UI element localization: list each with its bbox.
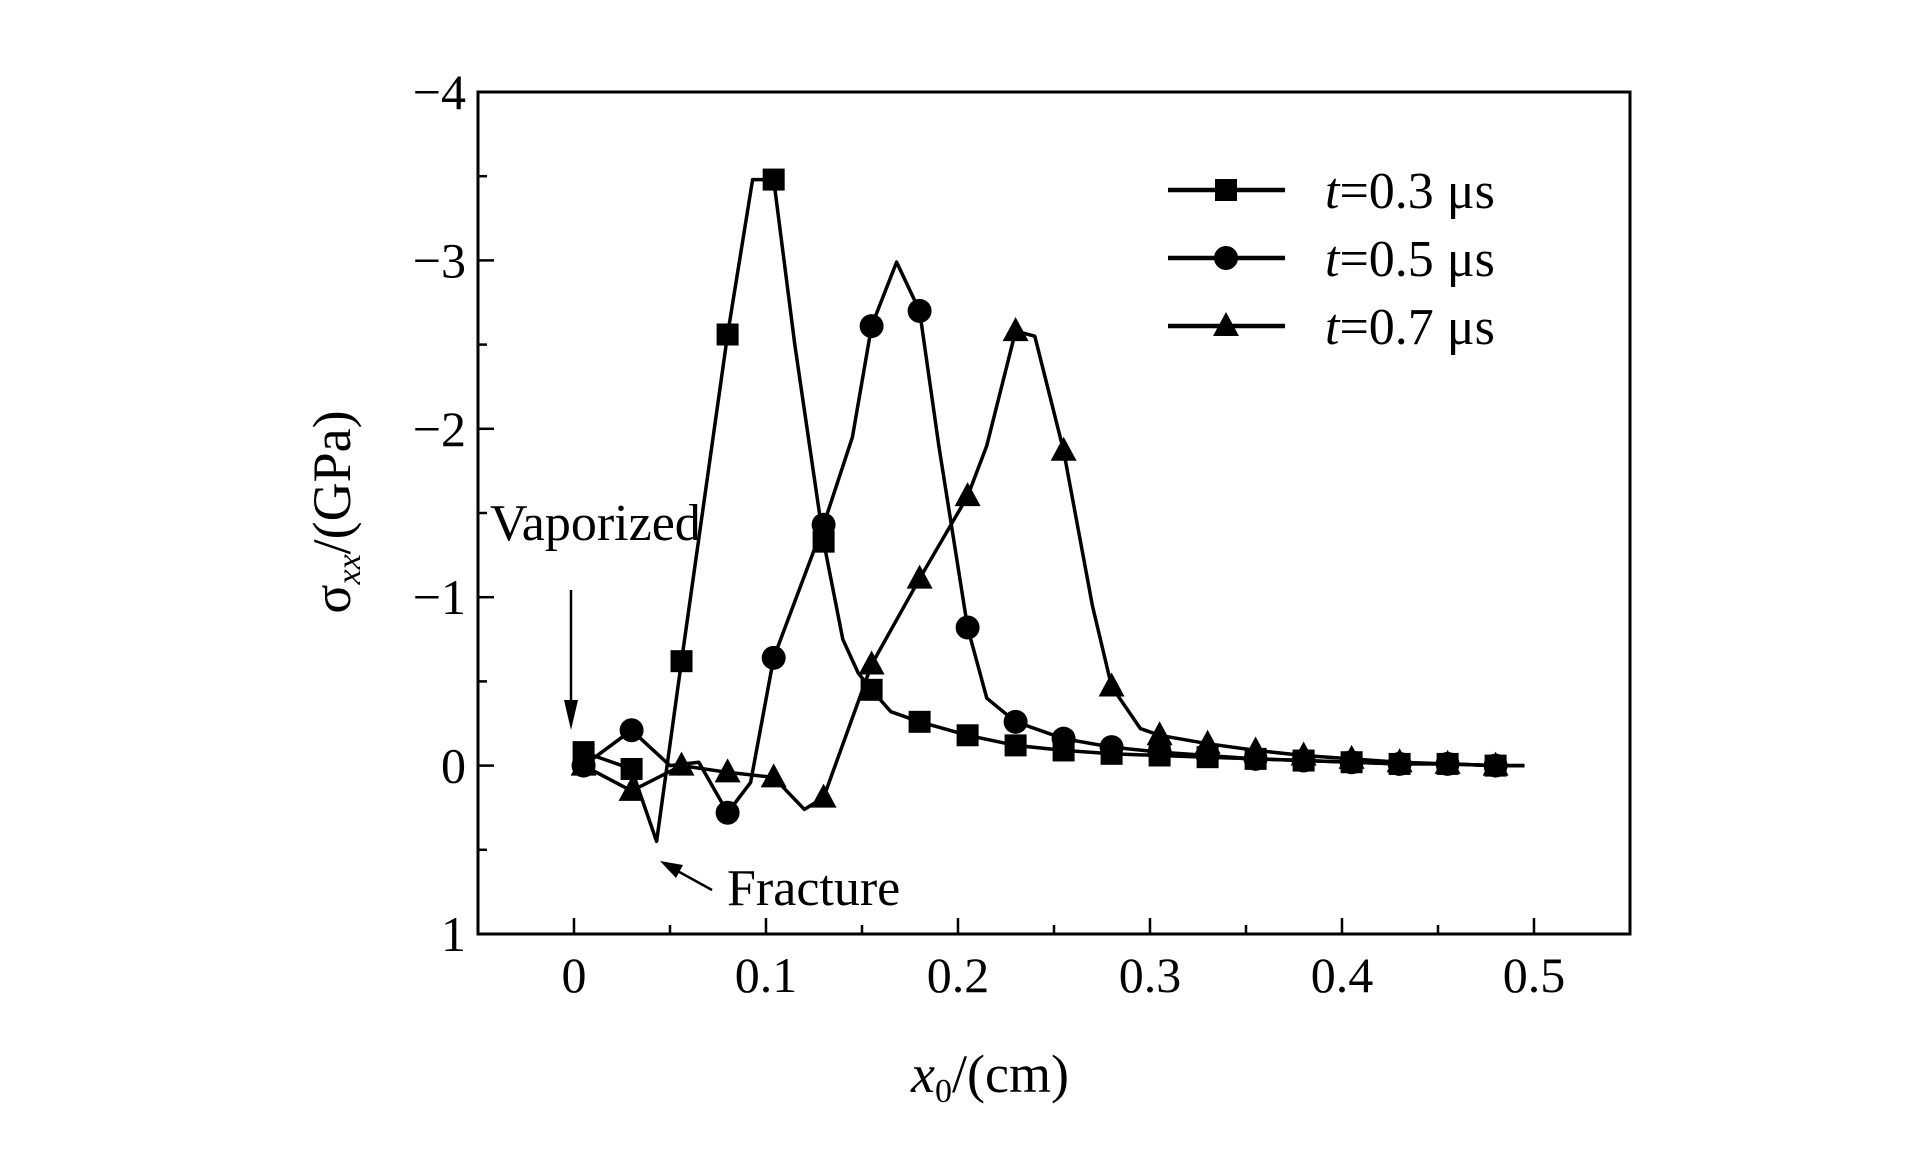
data-point-circle	[1003, 709, 1028, 734]
x-tick-label: 0.2	[927, 947, 990, 1003]
data-point-triangle	[618, 776, 645, 801]
data-point-triangle	[1338, 744, 1365, 769]
data-point-square	[1004, 734, 1027, 757]
annotations: Vaporized Fracture	[490, 495, 900, 917]
data-point-circle	[1147, 740, 1172, 765]
data-point-circle	[859, 314, 884, 339]
y-axis-label: σxx/(GPa)	[302, 410, 368, 613]
data-point-triangle	[1482, 751, 1509, 776]
x-tick-label: 0.1	[735, 947, 798, 1003]
y-tick-label: −4	[413, 64, 466, 120]
legend-label: t=0.7 μs	[1325, 299, 1495, 356]
y-tick-label: −1	[413, 569, 466, 625]
y-axis-label-unit: /(GPa)	[302, 410, 362, 554]
x-axis-label: x0/(cm)	[910, 1044, 1069, 1110]
data-point-triangle	[1146, 721, 1173, 746]
data-point-triangle	[954, 482, 981, 507]
data-point-triangle	[906, 564, 933, 589]
data-point-circle	[761, 645, 786, 670]
fracture-arrowhead	[660, 861, 683, 878]
data-point-triangle	[714, 758, 741, 783]
data-point-square	[956, 724, 979, 747]
y-tick-label: −3	[413, 232, 466, 288]
data-point-circle	[955, 615, 980, 640]
data-point-triangle	[570, 751, 597, 776]
data-point-square	[670, 650, 693, 673]
x-tick-label: 0.5	[1503, 947, 1566, 1003]
legend-marker-triangle	[1213, 312, 1239, 336]
data-point-triangle	[668, 751, 695, 776]
ticks	[478, 90, 1536, 936]
data-point-circle	[907, 298, 932, 323]
y-tick-label: 1	[441, 906, 466, 962]
data-point-circle	[619, 718, 644, 743]
data-point-square	[762, 168, 785, 191]
data-point-circle	[715, 800, 740, 825]
data-point-triangle	[810, 783, 837, 808]
data-point-triangle	[1242, 736, 1269, 761]
data-point-circle	[1099, 735, 1124, 760]
legend-label: t=0.3 μs	[1325, 163, 1495, 220]
x-tick-label: 0.4	[1311, 947, 1374, 1003]
data-point-triangle	[1050, 436, 1077, 461]
tick-labels: 0 0.1 0.2 0.3 0.4 0.5 −4 −3 −2 −1 0 1	[413, 64, 1565, 1003]
data-point-triangle	[760, 763, 787, 788]
x-axis-label-unit: /(cm)	[952, 1044, 1069, 1104]
vaporized-arrowhead	[564, 700, 578, 730]
y-axis-label-sub: xx	[331, 554, 368, 585]
data-point-triangle	[1434, 749, 1461, 774]
data-point-triangle	[858, 650, 885, 675]
x-tick-label: 0	[562, 947, 587, 1003]
data-point-square	[620, 757, 643, 780]
data-point-circle	[811, 512, 836, 537]
data-point-square	[908, 710, 931, 733]
data-point-triangle	[1290, 741, 1317, 766]
annotation-vaporized: Vaporized	[490, 495, 701, 552]
data-point-square	[860, 678, 883, 701]
data-point-circle	[1051, 726, 1076, 751]
x-tick-label: 0.3	[1119, 947, 1182, 1003]
series-markers	[570, 168, 1509, 825]
data-point-triangle	[1002, 317, 1029, 342]
data-point-square	[812, 530, 835, 553]
x-axis-label-main: x	[910, 1044, 935, 1104]
legend-marker-circle	[1214, 246, 1238, 270]
data-point-triangle	[1098, 672, 1125, 697]
legend-label: t=0.5 μs	[1325, 231, 1495, 288]
data-point-square	[716, 323, 739, 346]
legend-marker-square	[1215, 179, 1237, 201]
y-axis-label-main: σ	[302, 585, 362, 614]
data-point-triangle	[1386, 748, 1413, 773]
annotation-fracture: Fracture	[727, 860, 900, 917]
legend: t=0.3 μs t=0.5 μs t=0.7 μs	[1168, 163, 1495, 356]
data-point-triangle	[1194, 729, 1221, 754]
x-axis-label-sub: 0	[935, 1073, 952, 1110]
y-tick-label: 0	[441, 738, 466, 794]
y-tick-label: −2	[413, 401, 466, 457]
